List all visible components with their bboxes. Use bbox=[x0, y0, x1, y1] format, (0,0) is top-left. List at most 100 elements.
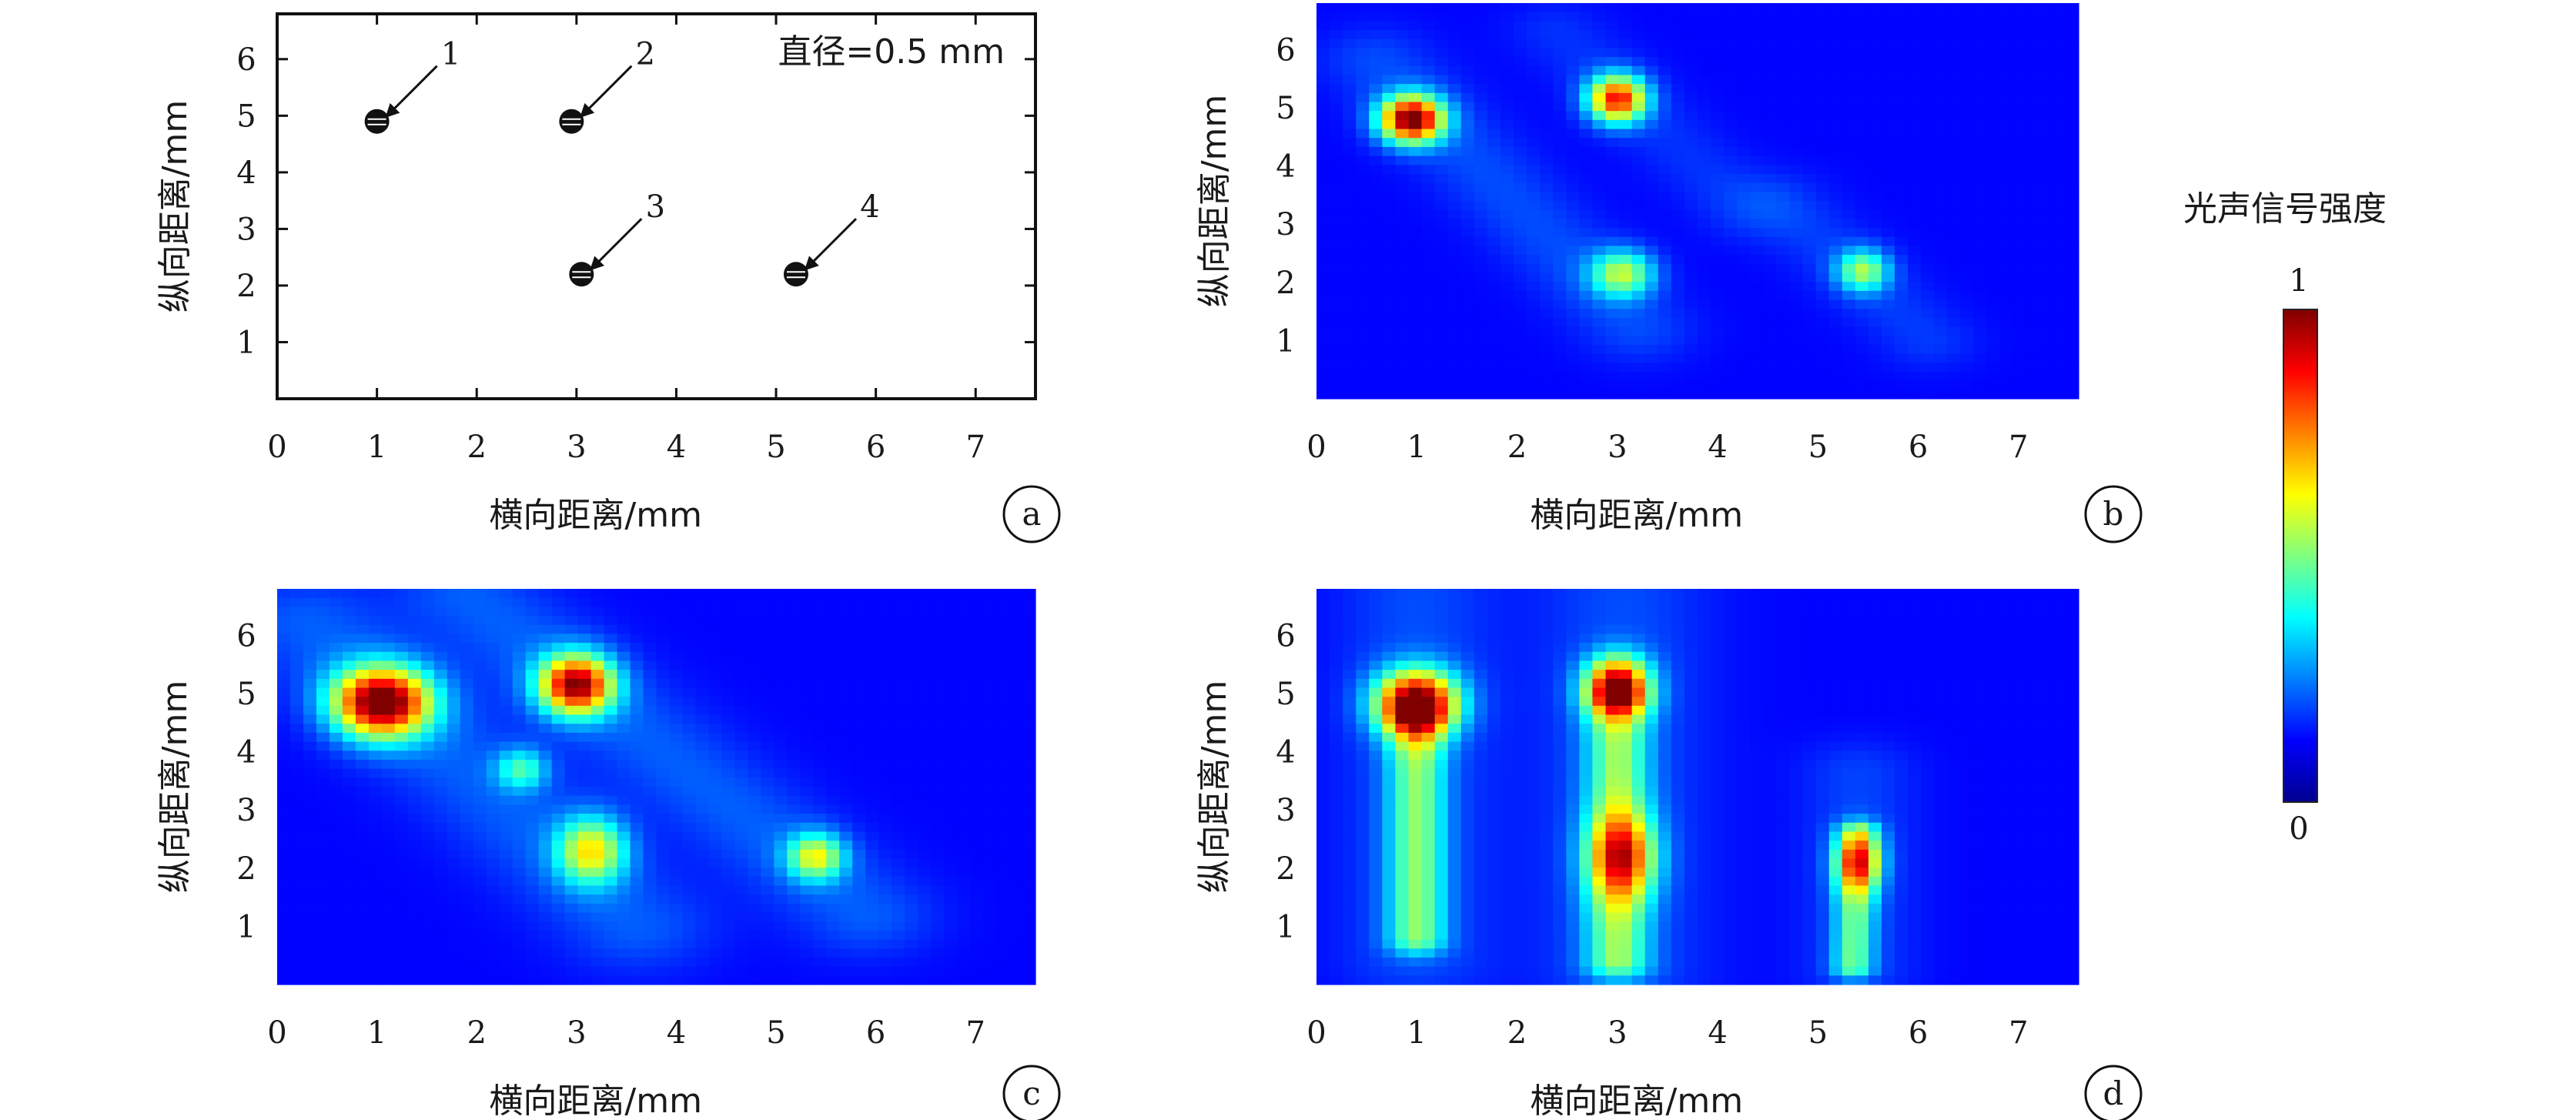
heatmap-cell bbox=[316, 912, 330, 922]
heatmap-cell bbox=[368, 616, 383, 626]
heatmap-cell bbox=[970, 831, 984, 841]
heatmap-cell bbox=[1434, 21, 1449, 31]
heatmap-cell bbox=[1973, 246, 1988, 256]
heatmap-cell bbox=[1828, 228, 1843, 238]
heatmap-cell bbox=[918, 822, 932, 833]
heatmap-cell bbox=[826, 777, 840, 787]
heatmap-cell bbox=[1921, 92, 1935, 103]
heatmap-cell bbox=[1343, 111, 1357, 121]
heatmap-cell bbox=[2052, 228, 2066, 238]
heatmap-cell bbox=[1631, 192, 1646, 202]
heatmap-cell bbox=[1605, 119, 1620, 130]
heatmap-cell bbox=[1960, 138, 1975, 148]
heatmap-cell bbox=[2039, 290, 2053, 301]
heatmap-cell bbox=[1776, 102, 1791, 112]
heatmap-cell bbox=[1382, 57, 1397, 67]
heatmap-cell bbox=[1711, 272, 1725, 283]
heatmap-cell bbox=[1999, 38, 2014, 49]
heatmap-cell bbox=[1658, 263, 1672, 274]
heatmap-cell bbox=[289, 616, 304, 626]
heatmap-cell bbox=[355, 804, 370, 814]
heatmap-cell bbox=[2065, 380, 2079, 390]
heatmap-cell bbox=[551, 624, 566, 635]
heatmap-cell bbox=[865, 814, 879, 824]
heatmap-cell bbox=[2012, 236, 2027, 247]
heatmap-cell bbox=[944, 814, 958, 824]
heatmap-cell bbox=[695, 714, 710, 724]
heatmap-cell bbox=[277, 939, 291, 949]
heatmap-cell bbox=[1828, 344, 1843, 355]
heatmap-cell bbox=[1421, 272, 1436, 283]
heatmap-cell bbox=[486, 841, 500, 851]
heatmap-cell bbox=[1460, 255, 1475, 265]
heatmap-cell bbox=[748, 687, 761, 697]
heatmap-cell bbox=[525, 831, 540, 841]
heatmap-cell bbox=[2039, 371, 2053, 382]
heatmap-cell bbox=[1618, 48, 1633, 58]
heatmap-cell bbox=[1500, 236, 1514, 247]
heatmap-cell bbox=[1828, 12, 1843, 22]
heatmap-cell bbox=[1618, 102, 1633, 112]
heatmap-cell bbox=[1605, 129, 1620, 139]
heatmap-cell bbox=[918, 858, 932, 868]
heatmap-cell bbox=[761, 868, 774, 878]
heatmap-cell bbox=[499, 616, 514, 626]
heatmap-cell bbox=[329, 858, 343, 868]
heatmap-cell bbox=[1487, 129, 1501, 139]
heatmap-cell bbox=[460, 777, 474, 787]
heatmap-cell bbox=[1369, 236, 1383, 247]
heatmap-cell bbox=[1999, 65, 2014, 76]
heatmap-cell bbox=[1434, 12, 1449, 22]
heatmap-cell bbox=[1356, 380, 1370, 390]
heatmap-cell bbox=[316, 687, 330, 697]
heatmap-cell bbox=[1343, 138, 1357, 148]
heatmap-cell bbox=[708, 724, 723, 734]
heatmap-cell bbox=[918, 787, 932, 797]
heatmap-cell bbox=[355, 885, 370, 895]
heatmap-cell bbox=[460, 939, 474, 949]
heatmap-cell bbox=[944, 795, 958, 805]
heatmap-cell bbox=[1973, 299, 1988, 309]
heatmap-cell bbox=[1421, 263, 1436, 274]
heatmap-cell bbox=[1684, 236, 1698, 247]
heatmap-cell bbox=[316, 885, 330, 895]
heatmap-cell bbox=[316, 597, 330, 607]
heatmap-cell bbox=[1330, 263, 1343, 274]
heatmap-cell bbox=[865, 885, 879, 895]
heatmap-cell bbox=[1908, 173, 1922, 184]
heatmap-cell bbox=[1514, 182, 1527, 192]
heatmap-cell bbox=[918, 841, 932, 851]
heatmap-cell bbox=[303, 804, 317, 814]
heatmap-cell bbox=[368, 768, 383, 778]
heatmap-cell bbox=[2065, 326, 2079, 336]
heatmap-cell bbox=[277, 768, 291, 778]
heatmap-cell bbox=[1434, 290, 1449, 301]
heatmap-cell bbox=[447, 903, 461, 914]
heatmap-cell bbox=[774, 714, 788, 724]
heatmap-cell bbox=[1382, 192, 1397, 202]
heatmap-cell bbox=[1724, 317, 1738, 328]
heatmap-cell bbox=[996, 858, 1010, 868]
heatmap-cell bbox=[1724, 272, 1738, 283]
heatmap-cell bbox=[1316, 363, 1330, 373]
heatmap-cell bbox=[2039, 165, 2053, 175]
heatmap-cell bbox=[1540, 228, 1554, 238]
heatmap-cell bbox=[734, 589, 748, 599]
heatmap-cell bbox=[316, 624, 330, 635]
heatmap-cell bbox=[486, 651, 500, 662]
heatmap-cell bbox=[656, 868, 671, 878]
heatmap-cell bbox=[774, 670, 788, 680]
heatmap-cell bbox=[1382, 38, 1397, 49]
heatmap-cell bbox=[1631, 21, 1646, 31]
heatmap-cell bbox=[368, 876, 383, 887]
heatmap-cell bbox=[1908, 201, 1922, 211]
heatmap-cell bbox=[1605, 30, 1620, 40]
heatmap-cell bbox=[1447, 272, 1462, 283]
heatmap-cell bbox=[617, 741, 631, 751]
heatmap-cell bbox=[1553, 48, 1567, 58]
heatmap-cell bbox=[1986, 201, 2001, 211]
heatmap-cell bbox=[1934, 344, 1948, 355]
heatmap-cell bbox=[695, 768, 710, 778]
heatmap-cell bbox=[329, 759, 343, 770]
heatmap-cell bbox=[1566, 363, 1580, 373]
